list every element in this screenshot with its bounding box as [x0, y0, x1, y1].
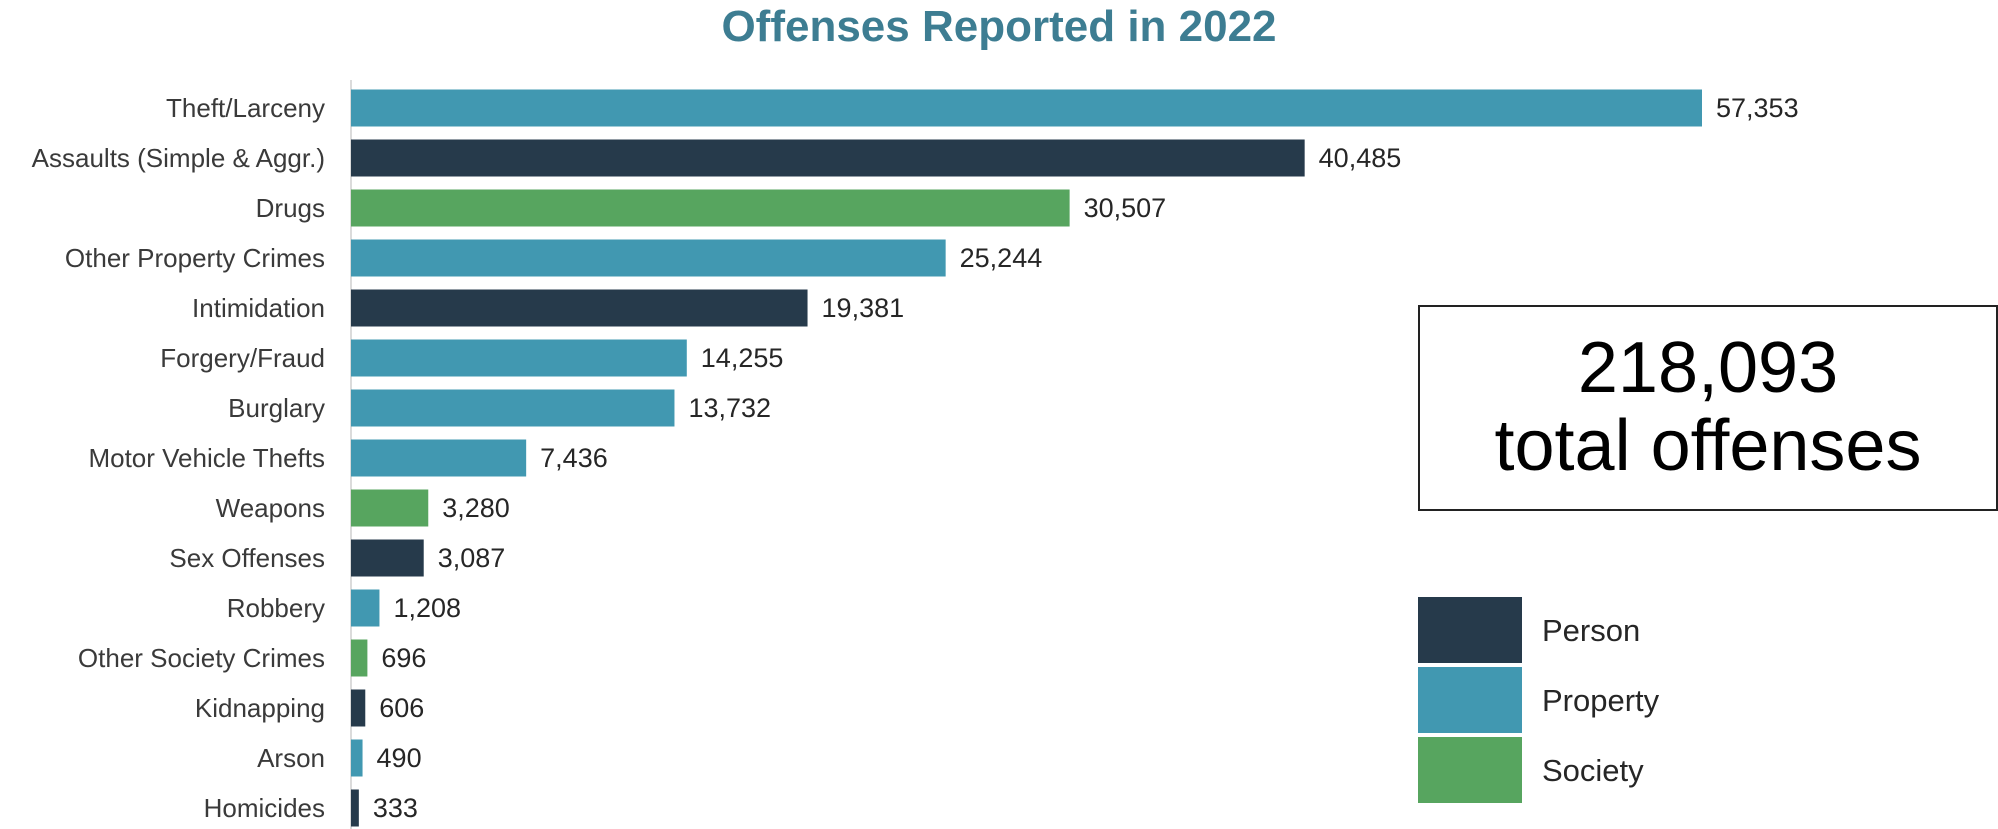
legend-label-person: Person [1542, 613, 1641, 648]
category-label-burglary: Burglary [228, 393, 325, 423]
category-label-other-society-crimes: Other Society Crimes [78, 643, 325, 673]
category-label-forgery-fraud: Forgery/Fraud [160, 343, 325, 373]
bar-weapons [351, 489, 429, 527]
bar-other-society-crimes [351, 639, 368, 677]
legend-label-society: Society [1542, 753, 1644, 788]
category-label-weapons: Weapons [216, 493, 325, 523]
category-label-robbery: Robbery [227, 593, 325, 623]
value-label-motor-vehicle-thefts: 7,436 [540, 443, 608, 473]
legend-swatch-society [1418, 737, 1522, 803]
category-label-homicides: Homicides [204, 793, 325, 823]
bar-kidnapping [351, 689, 366, 727]
value-label-assaults-simple-aggr: 40,485 [1319, 143, 1402, 173]
chart-title: Offenses Reported in 2022 [721, 2, 1277, 51]
bar-burglary [351, 389, 675, 427]
total-offenses-box: 218,093 total offenses [1418, 305, 1998, 511]
value-label-drugs: 30,507 [1084, 193, 1167, 223]
value-label-intimidation: 19,381 [822, 293, 905, 323]
bar-theft-larceny [351, 89, 1702, 127]
legend-swatch-person [1418, 597, 1522, 663]
legend-swatch-property [1418, 667, 1522, 733]
category-label-sex-offenses: Sex Offenses [169, 543, 325, 573]
value-label-burglary: 13,732 [688, 393, 771, 423]
category-label-intimidation: Intimidation [192, 293, 325, 323]
bar-forgery-fraud [351, 339, 687, 377]
value-label-theft-larceny: 57,353 [1716, 93, 1799, 123]
value-label-kidnapping: 606 [379, 693, 424, 723]
category-label-other-property-crimes: Other Property Crimes [65, 243, 325, 273]
category-label-motor-vehicle-thefts: Motor Vehicle Thefts [88, 443, 325, 473]
value-label-arson: 490 [377, 743, 422, 773]
total-offenses-value: 218,093 [1577, 328, 1839, 408]
bar-assaults-simple-aggr [351, 139, 1305, 177]
bar-intimidation [351, 289, 808, 327]
bar-arson [351, 739, 363, 777]
bar-robbery [351, 589, 380, 627]
category-label-arson: Arson [257, 743, 325, 773]
bar-drugs [351, 189, 1070, 227]
value-label-forgery-fraud: 14,255 [701, 343, 784, 373]
legend-label-property: Property [1542, 683, 1660, 718]
value-label-sex-offenses: 3,087 [438, 543, 506, 573]
bar-motor-vehicle-thefts [351, 439, 527, 477]
bar-sex-offenses [351, 539, 424, 577]
bar-homicides [351, 789, 359, 827]
value-label-robbery: 1,208 [393, 593, 461, 623]
category-label-theft-larceny: Theft/Larceny [166, 93, 325, 123]
category-label-drugs: Drugs [256, 193, 325, 223]
value-label-other-society-crimes: 696 [381, 643, 426, 673]
total-offenses-label: total offenses [1494, 406, 1922, 486]
value-label-homicides: 333 [373, 793, 418, 823]
category-label-assaults-simple-aggr: Assaults (Simple & Aggr.) [32, 143, 325, 173]
value-label-other-property-crimes: 25,244 [960, 243, 1043, 273]
category-label-kidnapping: Kidnapping [195, 693, 325, 723]
value-label-weapons: 3,280 [442, 493, 510, 523]
bar-other-property-crimes [351, 239, 946, 277]
